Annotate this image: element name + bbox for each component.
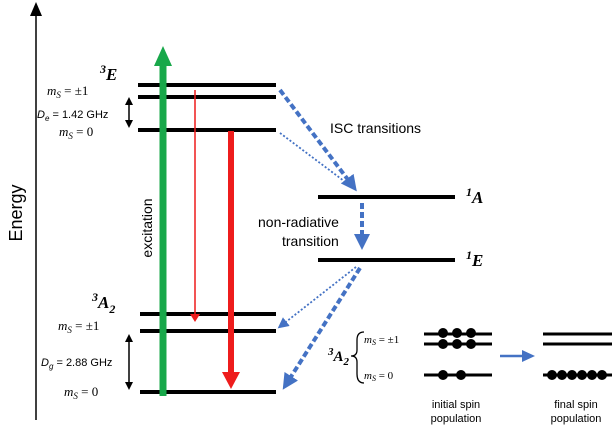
return-arrow-to-ms-0 xyxy=(282,266,362,390)
initial-population-dot xyxy=(452,339,462,349)
inset-ground-state-label: 3A2 xyxy=(327,346,350,368)
ground-ms-0-label: mS = 0 xyxy=(64,384,98,401)
initial-population-dot xyxy=(456,370,466,380)
emission-arrow-thick-head xyxy=(222,372,240,389)
ground-ms-pm1-label: mS = ±1 xyxy=(58,318,99,335)
excited-ms-pm1-label: mS = ±1 xyxy=(47,83,88,100)
final-population-dot xyxy=(597,370,607,380)
final-population-dot xyxy=(567,370,577,380)
final-population-caption-line2: population xyxy=(551,413,602,425)
final-population-caption-line1: final spin xyxy=(554,399,597,411)
initial-population-dot xyxy=(466,328,476,338)
dg-splitting-label: Dg = 2.88 GHz xyxy=(41,357,112,371)
initial-population-dot xyxy=(452,328,462,338)
initial-population-dot xyxy=(438,328,448,338)
energy-axis-label: Energy xyxy=(6,184,26,241)
excited-triplet-label: 3E xyxy=(99,62,117,84)
final-population-dot xyxy=(557,370,567,380)
excitation-arrowhead xyxy=(154,46,172,66)
inset-curly-brace xyxy=(350,331,365,384)
inset-ms-0-label: mS = 0 xyxy=(364,370,394,383)
ground-triplet-label: 3A2 xyxy=(91,290,115,316)
initial-population-caption-line2: population xyxy=(431,413,482,425)
inset-ms-pm1-label: mS = ±1 xyxy=(364,334,399,347)
excited-ms-0-label: mS = 0 xyxy=(59,124,93,141)
isc-arrow-from-ms-pm1 xyxy=(278,88,357,192)
return-arrow-to-ms-pm1 xyxy=(277,266,357,329)
population-change-arrowhead xyxy=(522,350,535,362)
nonradiative-label-line1: non-radiative xyxy=(258,214,339,230)
initial-population-caption-line1: initial spin xyxy=(432,399,480,411)
isc-arrow-from-ms-0 xyxy=(279,132,353,188)
final-population-dot xyxy=(587,370,597,380)
initial-population-dot xyxy=(438,370,448,380)
singlet-1e-label: 1E xyxy=(466,248,483,270)
excitation-label: excitation xyxy=(139,198,155,257)
de-splitting-label: De = 1.42 GHz xyxy=(37,109,108,123)
initial-population-dot xyxy=(466,339,476,349)
final-population-dot xyxy=(577,370,587,380)
isc-transitions-label: ISC transitions xyxy=(330,120,421,136)
energy-axis-arrowhead xyxy=(30,2,42,16)
initial-population-dot xyxy=(438,339,448,349)
singlet-1a-label: 1A xyxy=(466,185,483,207)
nonradiative-label-line2: transition xyxy=(282,233,339,249)
final-population-dot xyxy=(547,370,557,380)
